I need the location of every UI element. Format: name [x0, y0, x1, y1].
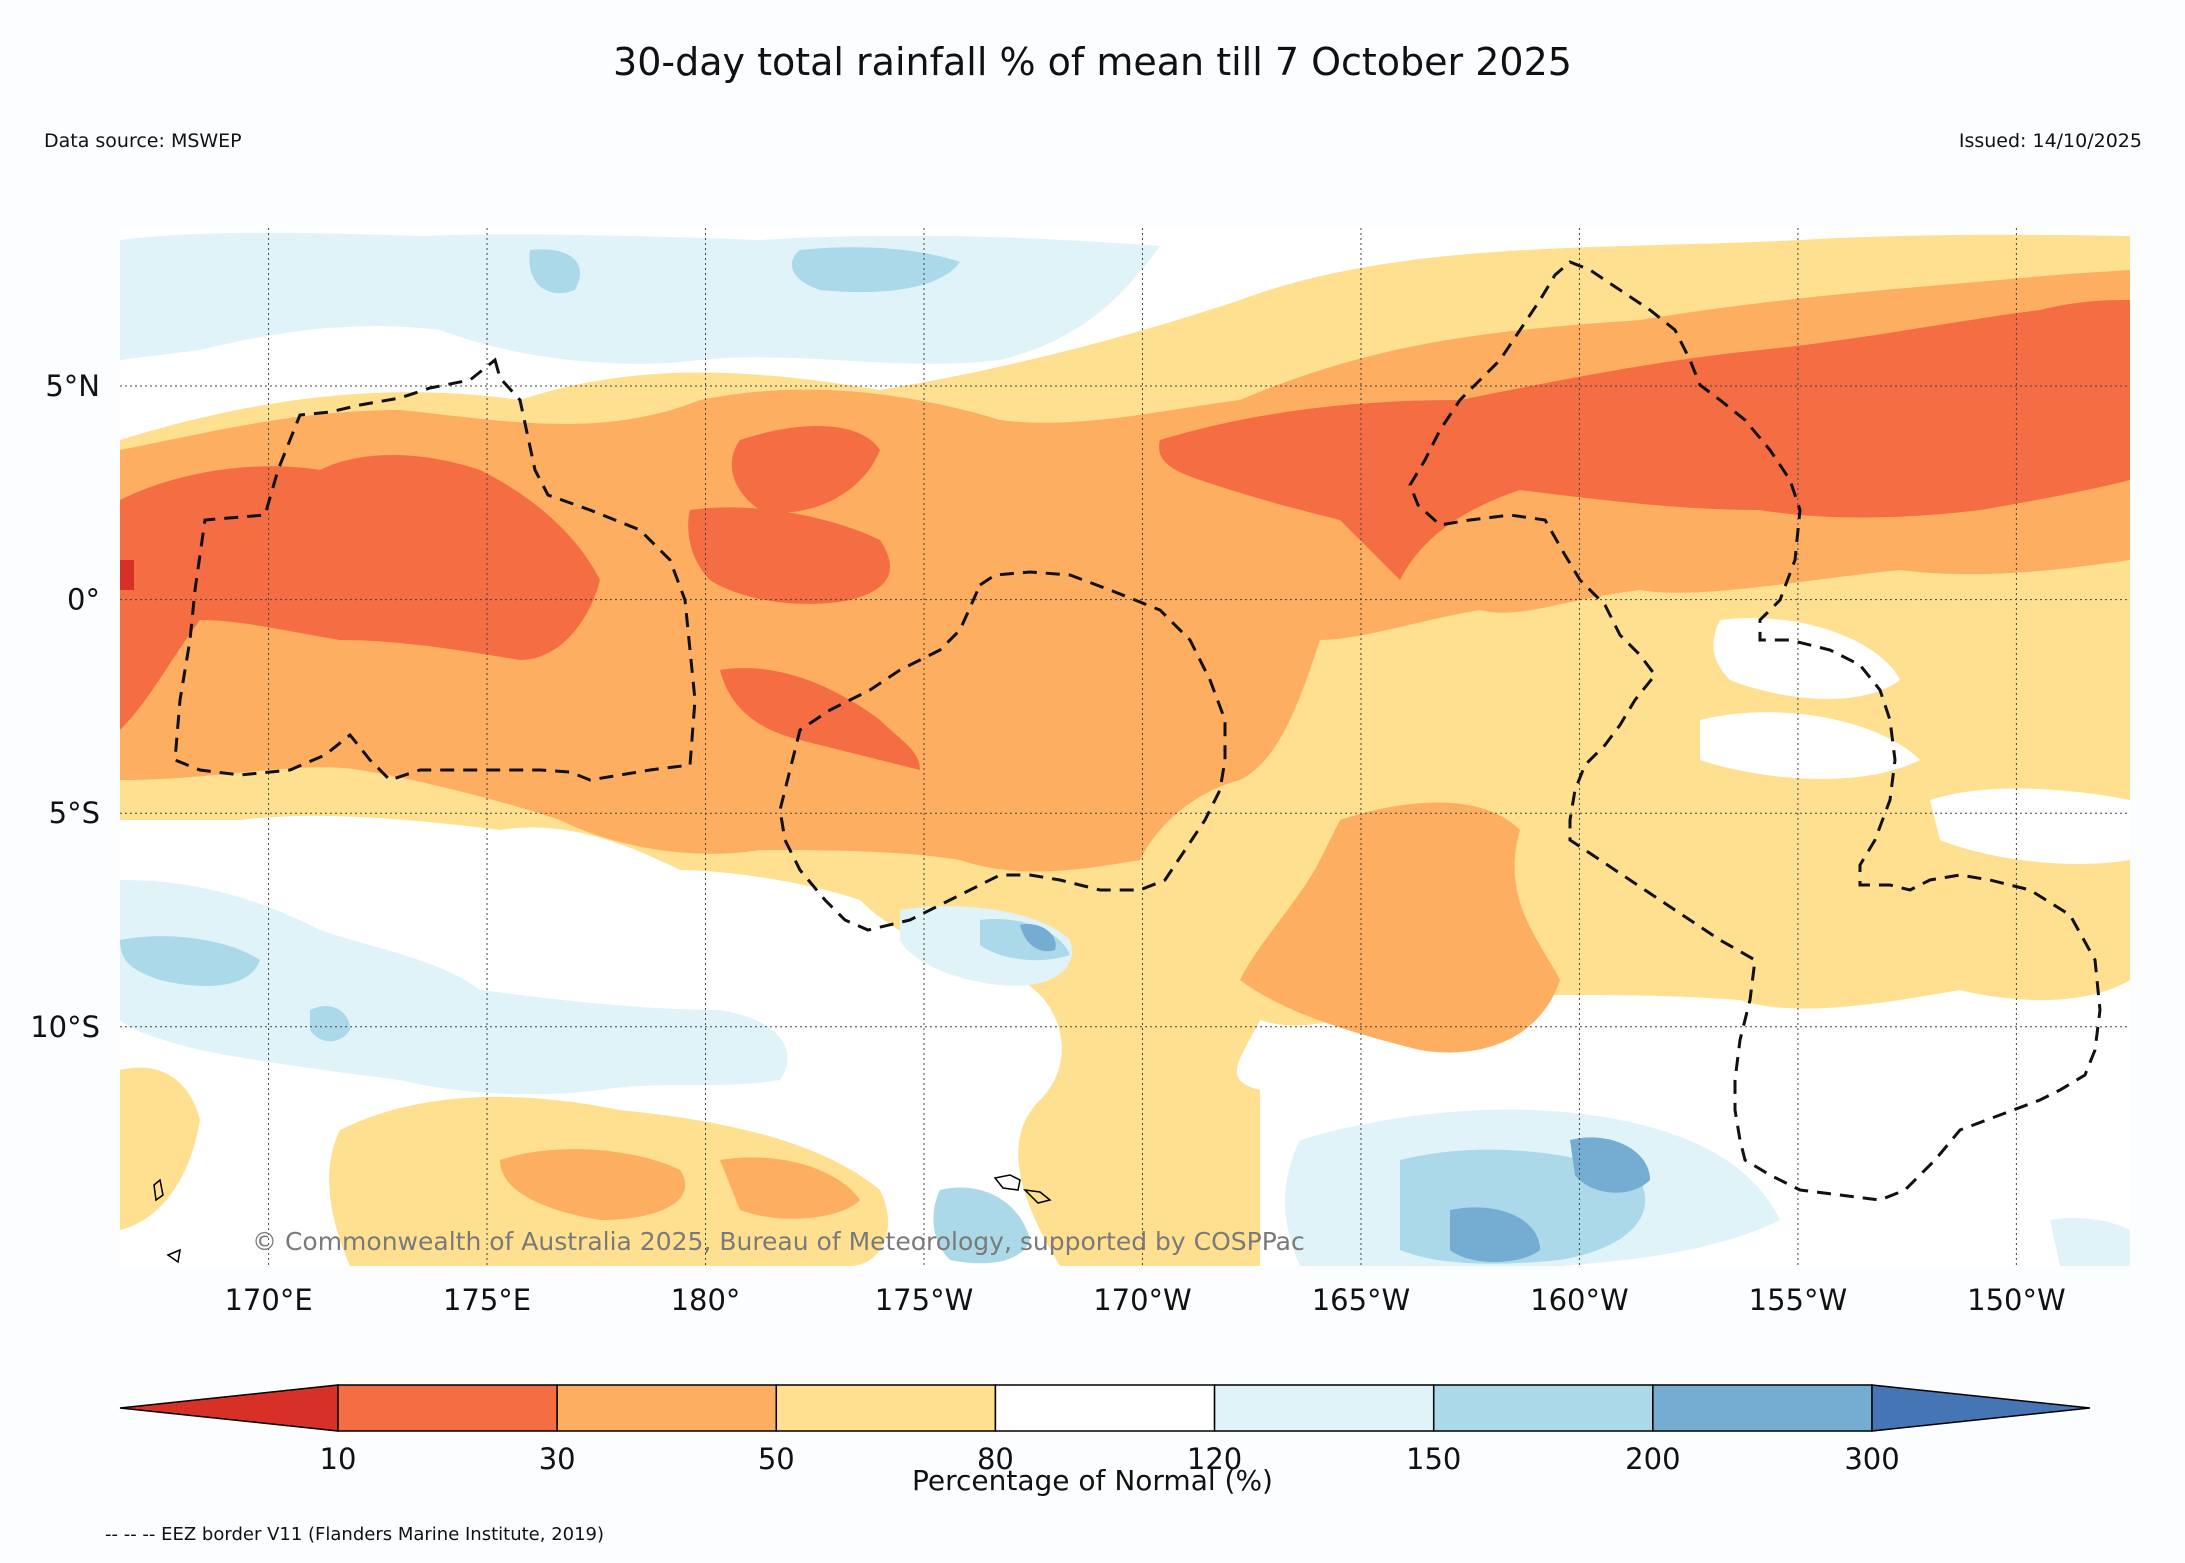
very-wet-core-south-east — [1450, 1207, 1540, 1262]
colorbar-tick-label: 80 — [977, 1442, 1014, 1476]
rainfall-field: © Commonwealth of Australia 2025, Bureau… — [120, 228, 2130, 1266]
near-normal-gap-east-3 — [1930, 788, 2130, 864]
colorbar-tick-label: 200 — [1625, 1442, 1680, 1476]
island-outline — [153, 1178, 164, 1202]
well-below-normal-south-west-2 — [720, 1157, 860, 1219]
colorbar-bin — [1432, 1384, 1654, 1432]
wet-core-south-west — [120, 936, 260, 986]
island-outline — [993, 1174, 1021, 1191]
longitude-label: 160°W — [1530, 1283, 1629, 1317]
below-normal-south-central — [1076, 1117, 1240, 1196]
much-below-normal-central-north — [731, 426, 880, 513]
colorbar-tick-label: 300 — [1844, 1442, 1899, 1476]
copyright-notice: © Commonwealth of Australia 2025, Bureau… — [252, 1227, 1305, 1256]
longitude-label: 175°W — [875, 1283, 974, 1317]
colorbar-upper-extension — [1871, 1384, 2091, 1432]
longitude-label: 170°E — [224, 1283, 312, 1317]
longitude-labels: 170°E 175°E 180° 175°W 170°W 165°W 160°W 155°W 1… — [224, 1283, 2065, 1317]
below-normal-south-edge — [120, 1067, 200, 1230]
wet-core-south-central — [933, 1187, 1030, 1264]
colorbar-bin — [556, 1384, 778, 1432]
colorbar-bin — [337, 1384, 558, 1432]
longitude-label: 165°W — [1312, 1283, 1411, 1317]
latitude-label: 0° — [67, 583, 100, 617]
latitude-label: 10°S — [30, 1010, 100, 1044]
island-outline — [1022, 1188, 1052, 1204]
colorbar-bin — [1652, 1384, 1873, 1432]
longitude-label: 170°W — [1093, 1283, 1192, 1317]
eez-border-central — [778, 570, 1227, 932]
latitude-label: 5°S — [49, 796, 100, 830]
eez-border-west — [173, 357, 697, 782]
colorbar-tick-label: 150 — [1406, 1442, 1461, 1476]
near-normal-gap-east-2 — [1700, 712, 1920, 779]
wet-core-north — [791, 247, 960, 293]
much-below-normal-central-south — [720, 668, 920, 770]
issued-date-label: Issued: 14/10/2025 — [1958, 130, 2142, 152]
wet-core-south-west-2 — [310, 1006, 350, 1042]
island-outlines — [153, 1174, 1052, 1264]
graticule — [120, 228, 2130, 1266]
longitude-label: 175°E — [443, 1283, 531, 1317]
much-below-normal-north-east — [1159, 300, 2130, 580]
wet-region-south-west — [120, 880, 788, 1095]
eez-legend-note: -- -- -- EEZ border V11 (Flanders Marine… — [105, 1524, 605, 1545]
colorbar-lower-extension — [119, 1384, 339, 1432]
colorbar — [119, 1384, 2091, 1432]
colorbar-tick-label: 50 — [758, 1442, 795, 1476]
colorbar-title: Percentage of Normal (%) — [912, 1464, 1273, 1497]
much-below-normal-west — [120, 455, 600, 730]
latitude-label: 5°N — [45, 369, 100, 403]
island-outline — [166, 1248, 181, 1264]
colorbar-tick-label: 10 — [320, 1442, 357, 1476]
colorbar-tick-label: 30 — [539, 1442, 576, 1476]
eez-borders — [173, 260, 2102, 1202]
longitude-label: 155°W — [1749, 1283, 1848, 1317]
longitude-label: 150°W — [1967, 1283, 2066, 1317]
wet-region-south-east-edge — [2050, 1218, 2130, 1266]
latitude-labels: 5°N 0° 5°S 10°S — [30, 369, 100, 1044]
map-title: 30-day total rainfall % of mean till 7 O… — [613, 40, 1572, 84]
colorbar-bin — [1213, 1384, 1435, 1432]
colorbar-bin — [775, 1384, 997, 1432]
longitude-label: 180° — [671, 1283, 741, 1317]
eez-border-east — [1408, 260, 2102, 1202]
very-wet-core-south-east-2 — [1570, 1137, 1650, 1193]
colorbar-tick-labels: 10 30 50 80 120 150 200 300 — [320, 1442, 1900, 1476]
wet-core-north-2 — [529, 249, 580, 294]
colorbar-bin — [994, 1384, 1216, 1432]
very-wet-core-central — [1020, 924, 1056, 952]
well-below-normal-south-west — [500, 1149, 686, 1220]
colorbar-tick-label: 120 — [1187, 1442, 1242, 1476]
extreme-deficit-spot — [120, 560, 134, 590]
data-source-label: Data source: MSWEP — [44, 130, 242, 152]
much-below-normal-central — [688, 507, 890, 604]
well-below-normal-south — [1240, 802, 1560, 1053]
